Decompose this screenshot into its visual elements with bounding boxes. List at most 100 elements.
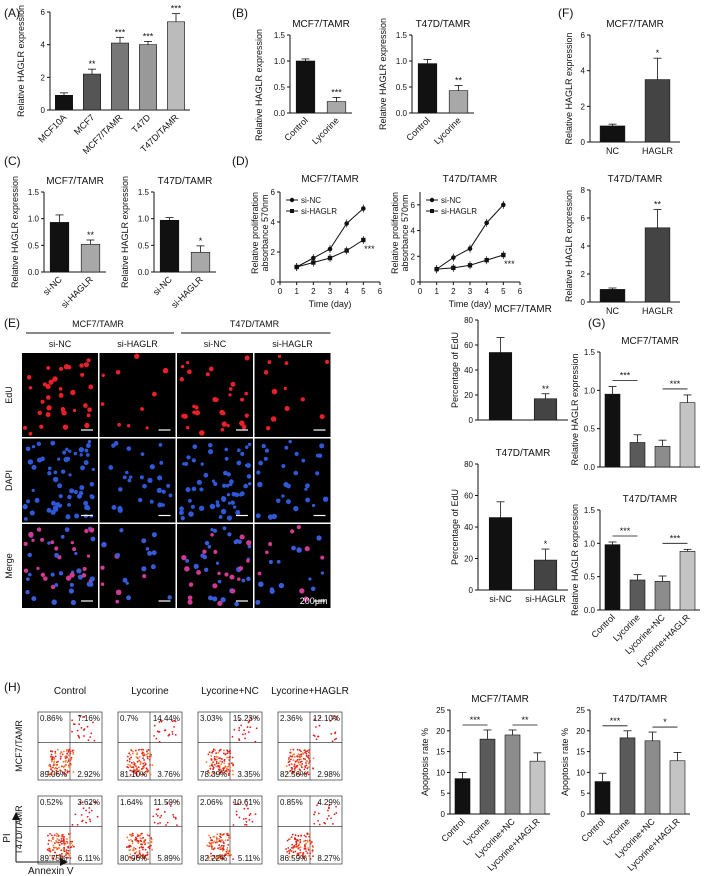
cell-nucleus [268,542,273,547]
y-axis-label: Relative HAGLR expression [10,176,20,288]
y-tick-label: 80 [464,460,473,469]
event-dot [307,754,310,757]
event-dot [163,811,166,813]
bar [295,60,316,114]
event-dot [59,752,62,755]
event-dot [299,841,302,844]
significance-label: *** [670,533,681,543]
event-dot [50,760,53,763]
event-dot [86,725,89,728]
event-dot [219,748,222,751]
event-dot [212,748,215,751]
event-dot [297,857,300,860]
event-dot [305,750,308,753]
arrow-head [12,812,20,820]
event-dot [216,833,219,836]
data-point [311,255,316,261]
cell-nucleus [226,424,230,428]
event-dot [166,802,168,805]
event-dot [90,809,93,812]
cell-nucleus [28,531,34,538]
condition-label: si-HAGLR [117,339,158,349]
event-dot [64,840,66,843]
y-tick-label: 4 [581,67,586,76]
cell-nucleus [269,587,274,592]
event-dot [304,758,306,761]
x-tick-label: 2 [311,287,316,296]
x-tick-label: si-NC [41,274,64,297]
cell-nucleus [291,545,296,551]
cell-nucleus [126,446,132,451]
event-dot [150,837,153,839]
event-dot [170,801,172,804]
cell-nucleus [54,546,59,551]
event-dot [212,766,215,769]
event-dot [303,834,306,837]
event-dot [56,838,59,840]
x-tick-label: si-NC [489,594,512,604]
cell-nucleus [207,544,212,549]
cell-nucleus [147,550,153,556]
legend-label: si-HAGLR [441,207,477,216]
cell-nucleus [88,527,95,533]
chart-title: T47D/TAMR [623,494,678,505]
quadrant-value: 5.11% [238,854,260,863]
event-dot [141,767,144,770]
event-dot [49,832,51,835]
chart-title: T47D/TAMR [496,448,551,459]
cell-nucleus [239,491,245,497]
event-dot [138,760,140,763]
event-dot [128,846,131,849]
bar [55,95,73,111]
event-dot [305,850,307,853]
x-tick-label: 3 [328,287,333,296]
event-dot [142,754,145,757]
cell-nucleus [204,567,209,573]
event-dot [48,839,50,842]
y-tick-label: 2 [271,248,276,257]
event-dot [304,749,306,751]
event-dot [80,813,83,816]
microscopy-image [99,524,176,608]
y-tick-label: 0 [469,586,474,595]
event-dot [291,755,294,758]
cell-nucleus [227,501,232,505]
event-dot [312,734,315,737]
event-dot [54,842,56,845]
event-dot [67,758,70,761]
y-tick-label: 6 [581,214,586,223]
bar [326,101,347,114]
event-dot [139,853,142,856]
event-dot [213,840,216,843]
cell-nucleus [236,448,241,453]
cell-nucleus [58,366,64,371]
data-point [294,264,299,270]
cell-nucleus [241,424,247,430]
cell-nucleus [46,405,52,411]
y-tick-label: 1.5 [396,31,408,40]
event-dot [159,719,162,722]
event-dot [296,839,299,841]
event-dot [129,764,132,767]
x-tick-label: 4 [484,287,489,296]
x-tick-label: T47D [130,112,153,135]
event-dot [138,846,141,849]
event-dot [146,755,149,758]
data-point [501,252,506,258]
cell-nucleus [228,387,233,391]
event-dot [291,771,294,774]
y-tick-label: 0.0 [396,109,408,118]
event-dot [63,843,66,846]
cell-nucleus [115,599,120,604]
bar [454,778,471,815]
y-tick-label: 0.0 [584,606,596,615]
cell-nucleus [82,566,87,571]
cell-nucleus [196,479,202,485]
y-tick-label: 15 [576,748,585,757]
event-dot [218,848,221,851]
y-tick-label: 25 [436,706,445,715]
event-dot [290,836,293,839]
event-dot [309,858,312,860]
quadrant-value: 0.85% [280,798,303,807]
cell-nucleus [83,403,88,408]
